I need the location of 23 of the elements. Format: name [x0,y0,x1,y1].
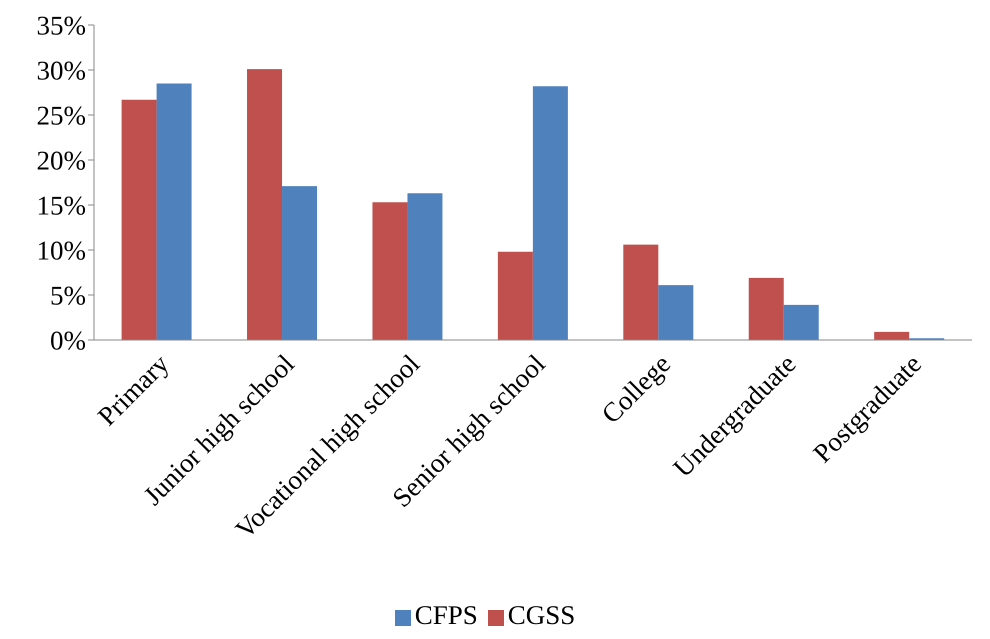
bar [658,285,694,340]
bar [623,244,658,340]
y-tick-label: 15% [36,190,86,221]
bar [532,86,568,340]
bar [156,84,192,340]
legend-label: CFPS [414,600,478,630]
y-tick-label: 25% [36,100,86,131]
y-tick-label: 0% [50,326,86,356]
bar [372,202,408,340]
bar [407,193,442,340]
y-tick-label: 20% [36,146,86,176]
bar [247,69,282,340]
bar [748,278,784,340]
y-tick-label: 30% [36,56,86,86]
y-tick-label: 5% [50,280,86,311]
bar [784,304,819,340]
y-tick-label: 10% [36,236,86,266]
legend-label: CGSS [508,600,576,630]
bar [498,252,533,340]
bar [874,332,910,340]
y-tick-label: 35% [36,10,86,41]
bar [282,186,318,340]
bar [122,100,157,340]
